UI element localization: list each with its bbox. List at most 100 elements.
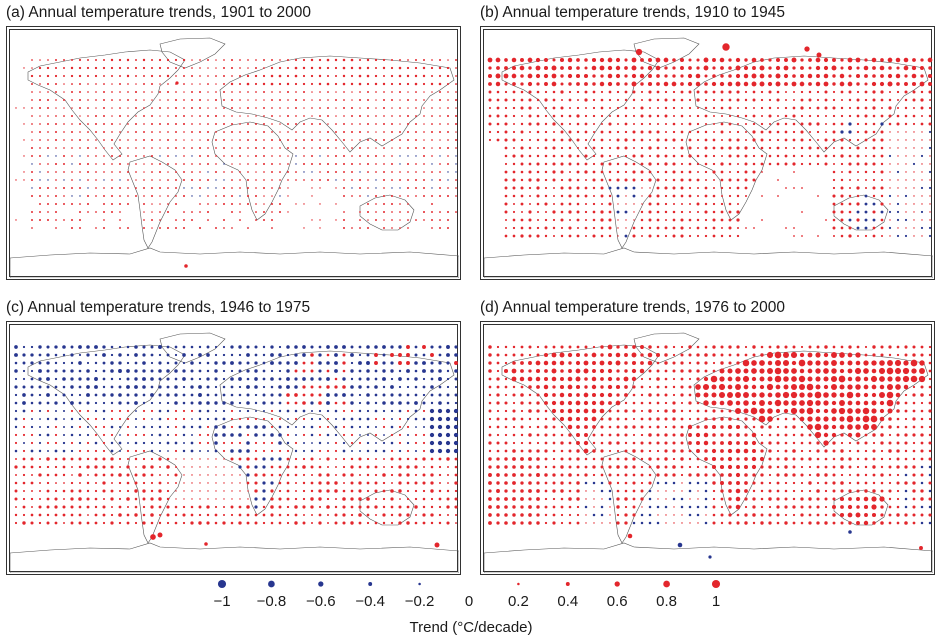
trend-dot — [696, 369, 700, 373]
trend-dot — [878, 367, 886, 375]
trend-dot — [55, 123, 57, 125]
trend-dot — [592, 218, 596, 222]
trend-dot — [560, 122, 564, 126]
trend-dot — [896, 497, 900, 501]
trend-dot — [174, 513, 178, 517]
trend-dot — [600, 170, 604, 174]
trend-dot — [665, 498, 667, 500]
trend-dot — [512, 218, 516, 222]
trend-dot — [720, 114, 724, 118]
trend-dot — [896, 202, 900, 206]
trend-dot — [111, 163, 113, 165]
trend-dot — [815, 400, 821, 406]
trend-dot — [703, 440, 709, 446]
trend-dot — [528, 497, 532, 501]
trend-dot — [423, 59, 425, 61]
trend-dot — [263, 147, 265, 149]
trend-dot — [880, 441, 884, 445]
trend-dot — [704, 409, 708, 413]
trend-dot — [270, 353, 274, 357]
trend-dot — [199, 490, 201, 492]
trend-dot — [808, 441, 812, 445]
trend-dot — [897, 155, 899, 157]
trend-dot — [680, 457, 684, 461]
trend-dot — [905, 187, 907, 189]
trend-dot — [382, 393, 386, 397]
trend-dot — [696, 154, 700, 158]
trend-dot — [568, 146, 572, 150]
trend-dot — [294, 449, 298, 453]
trend-dot — [928, 369, 932, 373]
trend-dot — [303, 514, 305, 516]
trend-dot — [207, 163, 209, 165]
trend-dot — [182, 194, 186, 198]
legend-tick-label: −0.6 — [305, 593, 336, 610]
trend-dot — [367, 123, 369, 125]
trend-dot — [520, 114, 524, 118]
trend-dot — [303, 131, 305, 133]
trend-dot — [127, 171, 129, 173]
trend-dot — [920, 417, 924, 421]
trend-dot — [920, 353, 924, 357]
trend-dot — [429, 424, 435, 430]
trend-dot — [744, 489, 748, 493]
trend-dot — [287, 147, 289, 149]
trend-dot — [920, 521, 924, 525]
trend-dot — [688, 361, 692, 365]
trend-dot — [78, 401, 82, 405]
trend-dot — [238, 441, 242, 445]
trend-dot — [512, 361, 516, 365]
trend-dot — [126, 385, 130, 389]
trend-dot — [71, 147, 73, 149]
trend-dot — [544, 345, 548, 349]
trend-dot — [609, 115, 611, 117]
trend-dot — [631, 376, 637, 382]
trend-dot — [632, 401, 636, 405]
trend-dot — [920, 66, 924, 70]
trend-dot — [688, 122, 692, 126]
trend-dot — [191, 131, 193, 133]
trend-dot — [190, 393, 194, 397]
trend-dot — [302, 90, 306, 94]
trend-dot — [897, 195, 899, 197]
trend-dot — [198, 377, 202, 381]
trend-dot — [681, 514, 683, 516]
trend-dot — [840, 218, 844, 222]
trend-dot — [79, 83, 81, 85]
trend-dot — [728, 74, 732, 78]
trend-dot — [46, 417, 50, 421]
trend-dot — [672, 361, 676, 365]
trend-dot — [624, 98, 628, 102]
trend-dot — [680, 98, 684, 102]
trend-dot — [335, 131, 337, 133]
trend-dot — [737, 227, 739, 229]
trend-dot — [54, 385, 58, 389]
trend-dot — [206, 425, 210, 429]
trend-dot — [279, 59, 281, 61]
trend-dot — [910, 375, 918, 383]
trend-dot — [504, 154, 508, 158]
trend-dot — [776, 433, 780, 437]
trend-dot — [856, 226, 860, 230]
trend-dot — [712, 489, 716, 493]
trend-dot — [271, 171, 273, 173]
trend-dot — [255, 410, 257, 412]
coastline-australia — [359, 194, 415, 231]
trend-dot — [528, 393, 532, 397]
trend-dot — [512, 162, 516, 166]
trend-dot — [366, 513, 370, 517]
trend-dot — [207, 99, 209, 101]
trend-dot — [270, 433, 274, 437]
trend-dot — [760, 130, 764, 134]
trend-dot — [592, 122, 596, 126]
trend-dot — [158, 345, 162, 349]
trend-dot — [70, 441, 74, 445]
trend-dot — [584, 162, 588, 166]
trend-dot — [350, 505, 354, 509]
trend-dot — [318, 473, 322, 477]
trend-dot — [904, 441, 908, 445]
trend-dot — [223, 59, 225, 61]
trend-dot — [512, 505, 516, 509]
trend-dot — [54, 417, 58, 421]
trend-dot — [600, 441, 604, 445]
